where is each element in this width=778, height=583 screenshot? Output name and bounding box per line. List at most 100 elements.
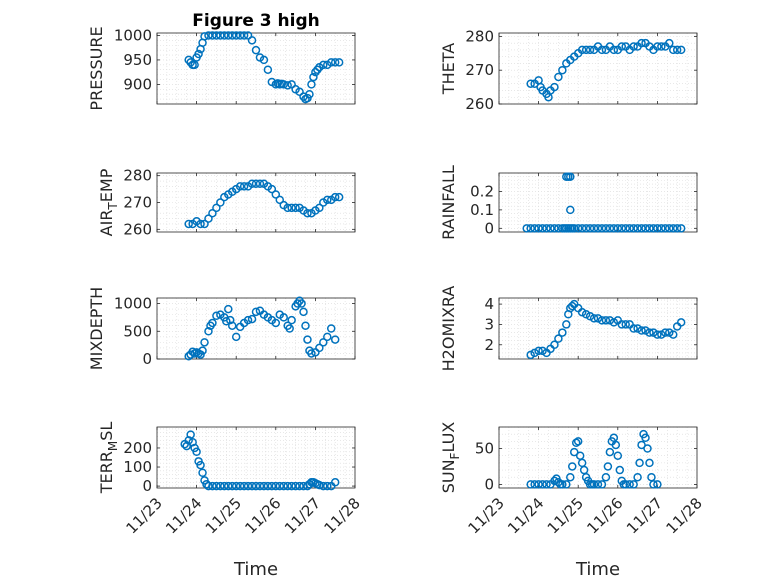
data-point xyxy=(676,224,686,233)
data-point xyxy=(657,224,666,233)
data-point xyxy=(577,224,587,233)
data-point xyxy=(279,481,288,491)
chart-title: Figure 3 high xyxy=(192,11,320,31)
data-point xyxy=(605,224,615,233)
y-tick-label: 900 xyxy=(123,75,152,93)
data-point xyxy=(641,224,650,233)
data-point xyxy=(295,481,304,491)
panel-1: 260 270 280 THETA xyxy=(439,27,698,113)
data-point xyxy=(568,462,577,471)
x-tick-label: 11/27 xyxy=(281,494,324,537)
data-point xyxy=(653,480,662,489)
data-point xyxy=(227,31,237,40)
data-point xyxy=(220,31,229,40)
data-point xyxy=(566,472,575,482)
data-point xyxy=(204,214,213,223)
data-point xyxy=(271,318,281,328)
data-point xyxy=(554,334,563,343)
data-point xyxy=(231,332,241,342)
data-point xyxy=(283,481,292,491)
y-axis-label: TERRMSL xyxy=(97,422,120,495)
data-point xyxy=(200,219,209,229)
data-point xyxy=(526,480,535,489)
data-point xyxy=(220,481,229,491)
y-tick-label: 0.1 xyxy=(470,201,494,219)
data-point xyxy=(326,324,336,333)
data-point xyxy=(676,318,686,327)
data-point xyxy=(621,480,630,489)
data-point xyxy=(192,447,201,457)
data-point xyxy=(330,58,340,67)
data-point xyxy=(190,60,199,70)
y-tick-label: 50 xyxy=(475,440,494,458)
data-point xyxy=(186,430,195,439)
data-point xyxy=(562,480,571,489)
data-point xyxy=(633,224,642,233)
data-point xyxy=(227,321,237,330)
data-point xyxy=(629,480,638,489)
data-point xyxy=(315,343,324,353)
y-tick-label: 260 xyxy=(465,95,494,113)
data-point xyxy=(198,346,207,355)
data-point xyxy=(297,299,306,308)
data-point xyxy=(301,321,310,330)
data-point xyxy=(222,317,231,326)
data-point xyxy=(542,480,551,489)
panel-5: 2 3 4 H2OMIXRA xyxy=(439,286,698,371)
data-point xyxy=(334,192,344,202)
data-point xyxy=(259,55,269,65)
data-point xyxy=(581,224,591,233)
data-point xyxy=(235,31,245,40)
y-axis-label: RAINFALL xyxy=(439,165,458,240)
data-point xyxy=(661,328,670,337)
data-point xyxy=(581,45,591,55)
panel-4: 0 500 1000 MIXDEPTH xyxy=(87,287,356,370)
y-tick-label: 270 xyxy=(123,194,152,212)
data-point xyxy=(330,192,340,202)
data-point xyxy=(239,481,249,491)
data-point xyxy=(613,224,623,233)
y-axis-label: SUNFLUX xyxy=(439,422,462,494)
x-tick-label: 11/24 xyxy=(504,494,547,537)
data-point xyxy=(204,481,213,491)
data-point xyxy=(247,179,257,188)
data-point xyxy=(534,224,543,233)
y-tick-label: 260 xyxy=(123,220,152,238)
data-point xyxy=(562,320,571,329)
data-point xyxy=(661,224,670,233)
data-point xyxy=(550,82,559,92)
data-point xyxy=(573,224,583,233)
data-point xyxy=(307,80,316,89)
data-point xyxy=(569,447,579,457)
data-point xyxy=(597,45,607,55)
data-point xyxy=(267,184,277,194)
data-point xyxy=(239,182,249,191)
data-point xyxy=(542,224,551,233)
data-point xyxy=(227,481,237,491)
data-point xyxy=(629,324,638,333)
panel-3: 00.10.2 RAINFALL xyxy=(439,165,698,240)
data-point xyxy=(196,460,205,470)
data-point xyxy=(530,480,539,489)
y-tick-label: 0.2 xyxy=(470,182,494,200)
x-axis-label: Time xyxy=(233,559,278,580)
data-point xyxy=(665,224,674,233)
data-point xyxy=(216,198,225,207)
data-point xyxy=(216,481,225,491)
data-point xyxy=(566,172,575,181)
data-point xyxy=(538,480,547,489)
data-point xyxy=(643,444,652,453)
panel-0: 900 950 1000 PRESSURE Figure 3 high xyxy=(87,11,356,111)
data-point xyxy=(224,481,233,491)
data-point xyxy=(625,480,634,489)
data-point xyxy=(263,65,273,74)
data-point xyxy=(668,45,678,55)
data-point xyxy=(601,224,611,233)
data-point xyxy=(589,224,599,233)
data-point xyxy=(285,324,294,333)
data-point xyxy=(184,219,193,229)
data-point xyxy=(271,481,281,491)
axes-box xyxy=(498,297,698,360)
y-tick-label: 3 xyxy=(484,315,494,333)
